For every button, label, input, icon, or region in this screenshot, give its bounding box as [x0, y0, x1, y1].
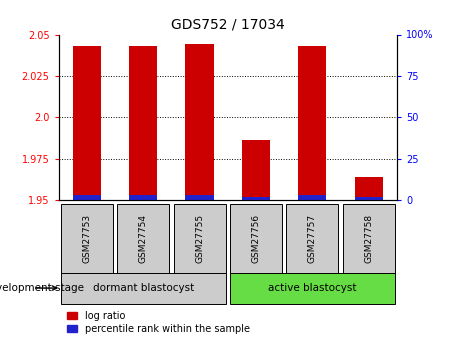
- Text: GSM27756: GSM27756: [252, 214, 260, 263]
- Text: GSM27757: GSM27757: [308, 214, 317, 263]
- Text: GSM27755: GSM27755: [195, 214, 204, 263]
- Bar: [298, 195, 327, 200]
- Bar: [61, 204, 113, 273]
- Bar: [242, 197, 270, 200]
- Text: dormant blastocyst: dormant blastocyst: [92, 283, 194, 293]
- Bar: [174, 204, 226, 273]
- Bar: [117, 204, 169, 273]
- Text: development stage: development stage: [0, 283, 83, 293]
- Bar: [286, 204, 338, 273]
- Bar: [61, 273, 226, 304]
- Legend: log ratio, percentile rank within the sample: log ratio, percentile rank within the sa…: [64, 307, 254, 338]
- Bar: [185, 195, 214, 200]
- Bar: [73, 195, 101, 200]
- Bar: [343, 204, 395, 273]
- Bar: [354, 177, 383, 197]
- Bar: [185, 45, 214, 195]
- Text: GSM27754: GSM27754: [139, 214, 147, 263]
- Text: active blastocyst: active blastocyst: [268, 283, 357, 293]
- Bar: [129, 46, 157, 195]
- Bar: [354, 197, 383, 200]
- Bar: [242, 140, 270, 197]
- Bar: [230, 204, 282, 273]
- Bar: [298, 46, 327, 195]
- Bar: [73, 46, 101, 195]
- Title: GDS752 / 17034: GDS752 / 17034: [171, 18, 285, 32]
- Text: GSM27753: GSM27753: [83, 214, 91, 263]
- Bar: [129, 195, 157, 200]
- Bar: [230, 273, 395, 304]
- Text: GSM27758: GSM27758: [364, 214, 373, 263]
